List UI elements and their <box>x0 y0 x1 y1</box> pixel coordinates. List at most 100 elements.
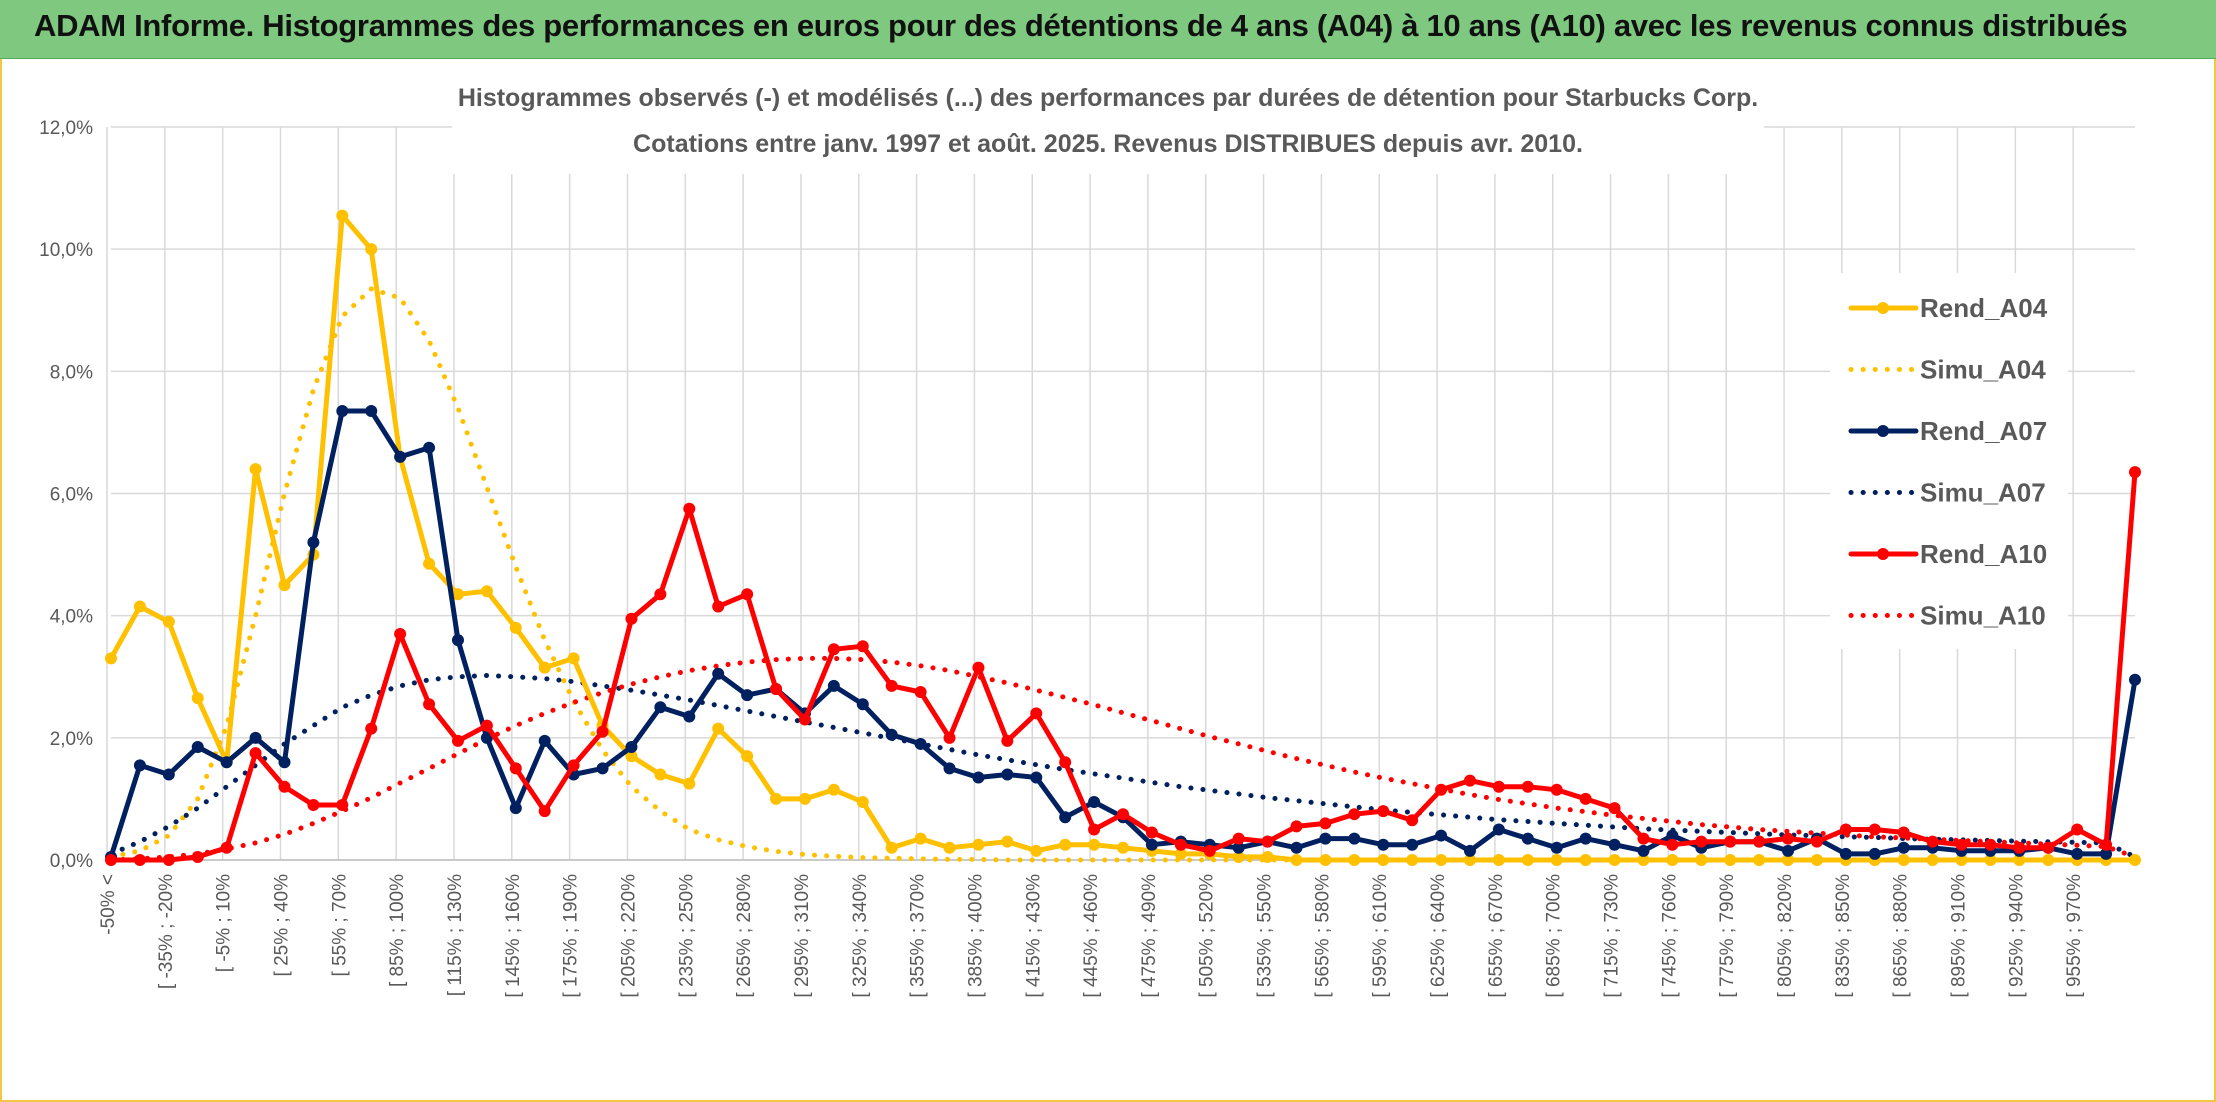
data-point-rend_a10 <box>1261 835 1274 848</box>
legend-item-rend_a10[interactable]: Rend_A10 <box>1848 539 2047 569</box>
data-point-rend_a07 <box>509 802 522 815</box>
legend-label: Rend_A10 <box>1920 539 2047 569</box>
x-tick-label: [ 955% ; 970% <box>2064 874 2085 998</box>
y-tick-label: 2,0% <box>50 729 93 750</box>
legend-item-simu_a04[interactable]: Simu_A04 <box>1848 355 2046 385</box>
data-point-rend_a07 <box>191 740 204 753</box>
chart-title: Histogrammes observés (-) et modélisés (… <box>458 84 1758 112</box>
data-point-rend_a10 <box>509 762 522 775</box>
x-tick-label: [ 265% ; 280% <box>734 874 755 998</box>
data-point-rend_a10 <box>1695 835 1708 848</box>
data-point-rend_a10 <box>770 682 783 695</box>
data-point-rend_a10 <box>1377 805 1390 818</box>
data-point-rend_a10 <box>191 850 204 863</box>
x-tick-label: -50% < <box>98 874 119 935</box>
data-point-rend_a04 <box>625 750 638 763</box>
data-point-rend_a10 <box>1145 826 1158 839</box>
data-point-rend_a10 <box>1406 814 1419 827</box>
data-point-rend_a10 <box>1492 780 1505 793</box>
data-point-rend_a10 <box>625 612 638 625</box>
data-point-rend_a10 <box>1348 808 1361 821</box>
data-point-rend_a07 <box>827 679 840 692</box>
data-point-rend_a10 <box>278 780 291 793</box>
y-tick-label: 10,0% <box>39 240 93 261</box>
data-point-rend_a07 <box>480 731 493 744</box>
data-point-rend_a07 <box>654 701 667 714</box>
x-tick-label: [ 595% ; 610% <box>1370 874 1391 998</box>
data-point-rend_a07 <box>133 759 146 772</box>
legend-item-rend_a07[interactable]: Rend_A07 <box>1848 416 2047 446</box>
data-point-rend_a10 <box>914 686 927 699</box>
x-tick-label: [ 445% ; 460% <box>1081 874 1102 998</box>
data-point-rend_a04 <box>191 692 204 705</box>
x-tick-label: [ 55% ; 70% <box>329 874 350 977</box>
data-point-rend_a10 <box>162 854 175 866</box>
data-point-rend_a07 <box>451 634 464 647</box>
legend[interactable]: Rend_A04 Simu_A04 Rend_A07 Simu_A07 Rend_A10… <box>1830 273 2068 649</box>
legend-item-rend_a04[interactable]: Rend_A04 <box>1848 293 2048 323</box>
x-tick-label: [ 355% ; 370% <box>908 874 929 998</box>
data-point-rend_a10 <box>423 698 436 711</box>
x-tick-label: [ 715% ; 730% <box>1602 874 1623 998</box>
data-point-rend_a04 <box>1695 854 1708 866</box>
plot-area <box>105 209 2141 866</box>
data-point-rend_a07 <box>1088 795 1101 808</box>
data-point-rend_a04 <box>1059 838 1072 851</box>
data-point-rend_a04 <box>509 621 522 634</box>
x-tick-label: [ 235% ; 250% <box>676 874 697 998</box>
legend-item-simu_a07[interactable]: Simu_A07 <box>1848 478 2046 508</box>
data-point-rend_a07 <box>741 689 754 702</box>
data-point-rend_a04 <box>567 652 580 665</box>
data-point-rend_a10 <box>1897 826 1910 839</box>
data-point-rend_a04 <box>1463 854 1476 866</box>
data-point-rend_a04 <box>741 750 754 763</box>
data-point-rend_a10 <box>856 640 869 653</box>
data-point-rend_a10 <box>1955 838 1968 851</box>
data-point-rend_a07 <box>538 734 551 747</box>
data-point-rend_a04 <box>278 579 291 592</box>
x-tick-label: [ 835% ; 850% <box>1833 874 1854 998</box>
x-tick-label: [ 115% ; 130% <box>445 874 466 996</box>
data-point-rend_a10 <box>451 734 464 747</box>
data-point-rend_a10 <box>365 722 378 735</box>
data-point-rend_a04 <box>1897 854 1910 866</box>
data-point-rend_a04 <box>105 652 117 665</box>
x-tick-label: [ 685% ; 700% <box>1544 874 1565 998</box>
legend-item-simu_a10[interactable]: Simu_A10 <box>1848 601 2046 631</box>
data-point-rend_a04 <box>1435 854 1448 866</box>
data-point-rend_a10 <box>220 841 233 854</box>
data-point-rend_a10 <box>1984 838 1997 851</box>
data-point-rend_a07 <box>712 667 725 680</box>
x-tick-label: [ 175% ; 190% <box>561 874 582 998</box>
x-tick-label: [ 775% ; 790% <box>1717 874 1738 998</box>
data-point-rend_a04 <box>1550 854 1563 866</box>
data-point-rend_a07 <box>596 762 609 775</box>
data-point-rend_a04 <box>856 795 869 808</box>
data-point-rend_a04 <box>1984 854 1997 866</box>
data-point-rend_a10 <box>1753 835 1766 848</box>
data-point-rend_a07 <box>1463 844 1476 857</box>
data-point-rend_a10 <box>1290 820 1303 833</box>
y-tick-label: 12,0% <box>39 118 93 139</box>
data-point-rend_a07 <box>249 731 262 744</box>
x-tick-label: [ 655% ; 670% <box>1486 874 1507 998</box>
data-point-rend_a04 <box>1174 847 1187 860</box>
data-point-rend_a04 <box>1348 854 1361 866</box>
data-point-rend_a07 <box>1232 841 1245 854</box>
x-tick-label: [ 385% ; 400% <box>965 874 986 998</box>
y-tick-label: 4,0% <box>50 607 93 628</box>
data-point-rend_a07 <box>307 536 320 549</box>
data-point-rend_a07 <box>1059 811 1072 824</box>
data-point-rend_a07 <box>1492 823 1505 836</box>
x-tick-label: [ 805% ; 820% <box>1775 874 1796 998</box>
data-point-rend_a04 <box>1955 854 1968 866</box>
chart-subtitle: Cotations entre janv. 1997 et août. 2025… <box>633 130 1583 158</box>
data-point-rend_a10 <box>2042 841 2055 854</box>
data-point-rend_a04 <box>1810 854 1823 866</box>
data-point-rend_a07 <box>943 762 956 775</box>
data-point-rend_a04 <box>480 585 493 598</box>
data-point-rend_a10 <box>567 759 580 772</box>
x-tick-label: [ 325% ; 340% <box>850 874 871 998</box>
data-point-rend_a04 <box>2013 854 2026 866</box>
x-tick-label: [ -35% ; -20% <box>156 874 177 989</box>
